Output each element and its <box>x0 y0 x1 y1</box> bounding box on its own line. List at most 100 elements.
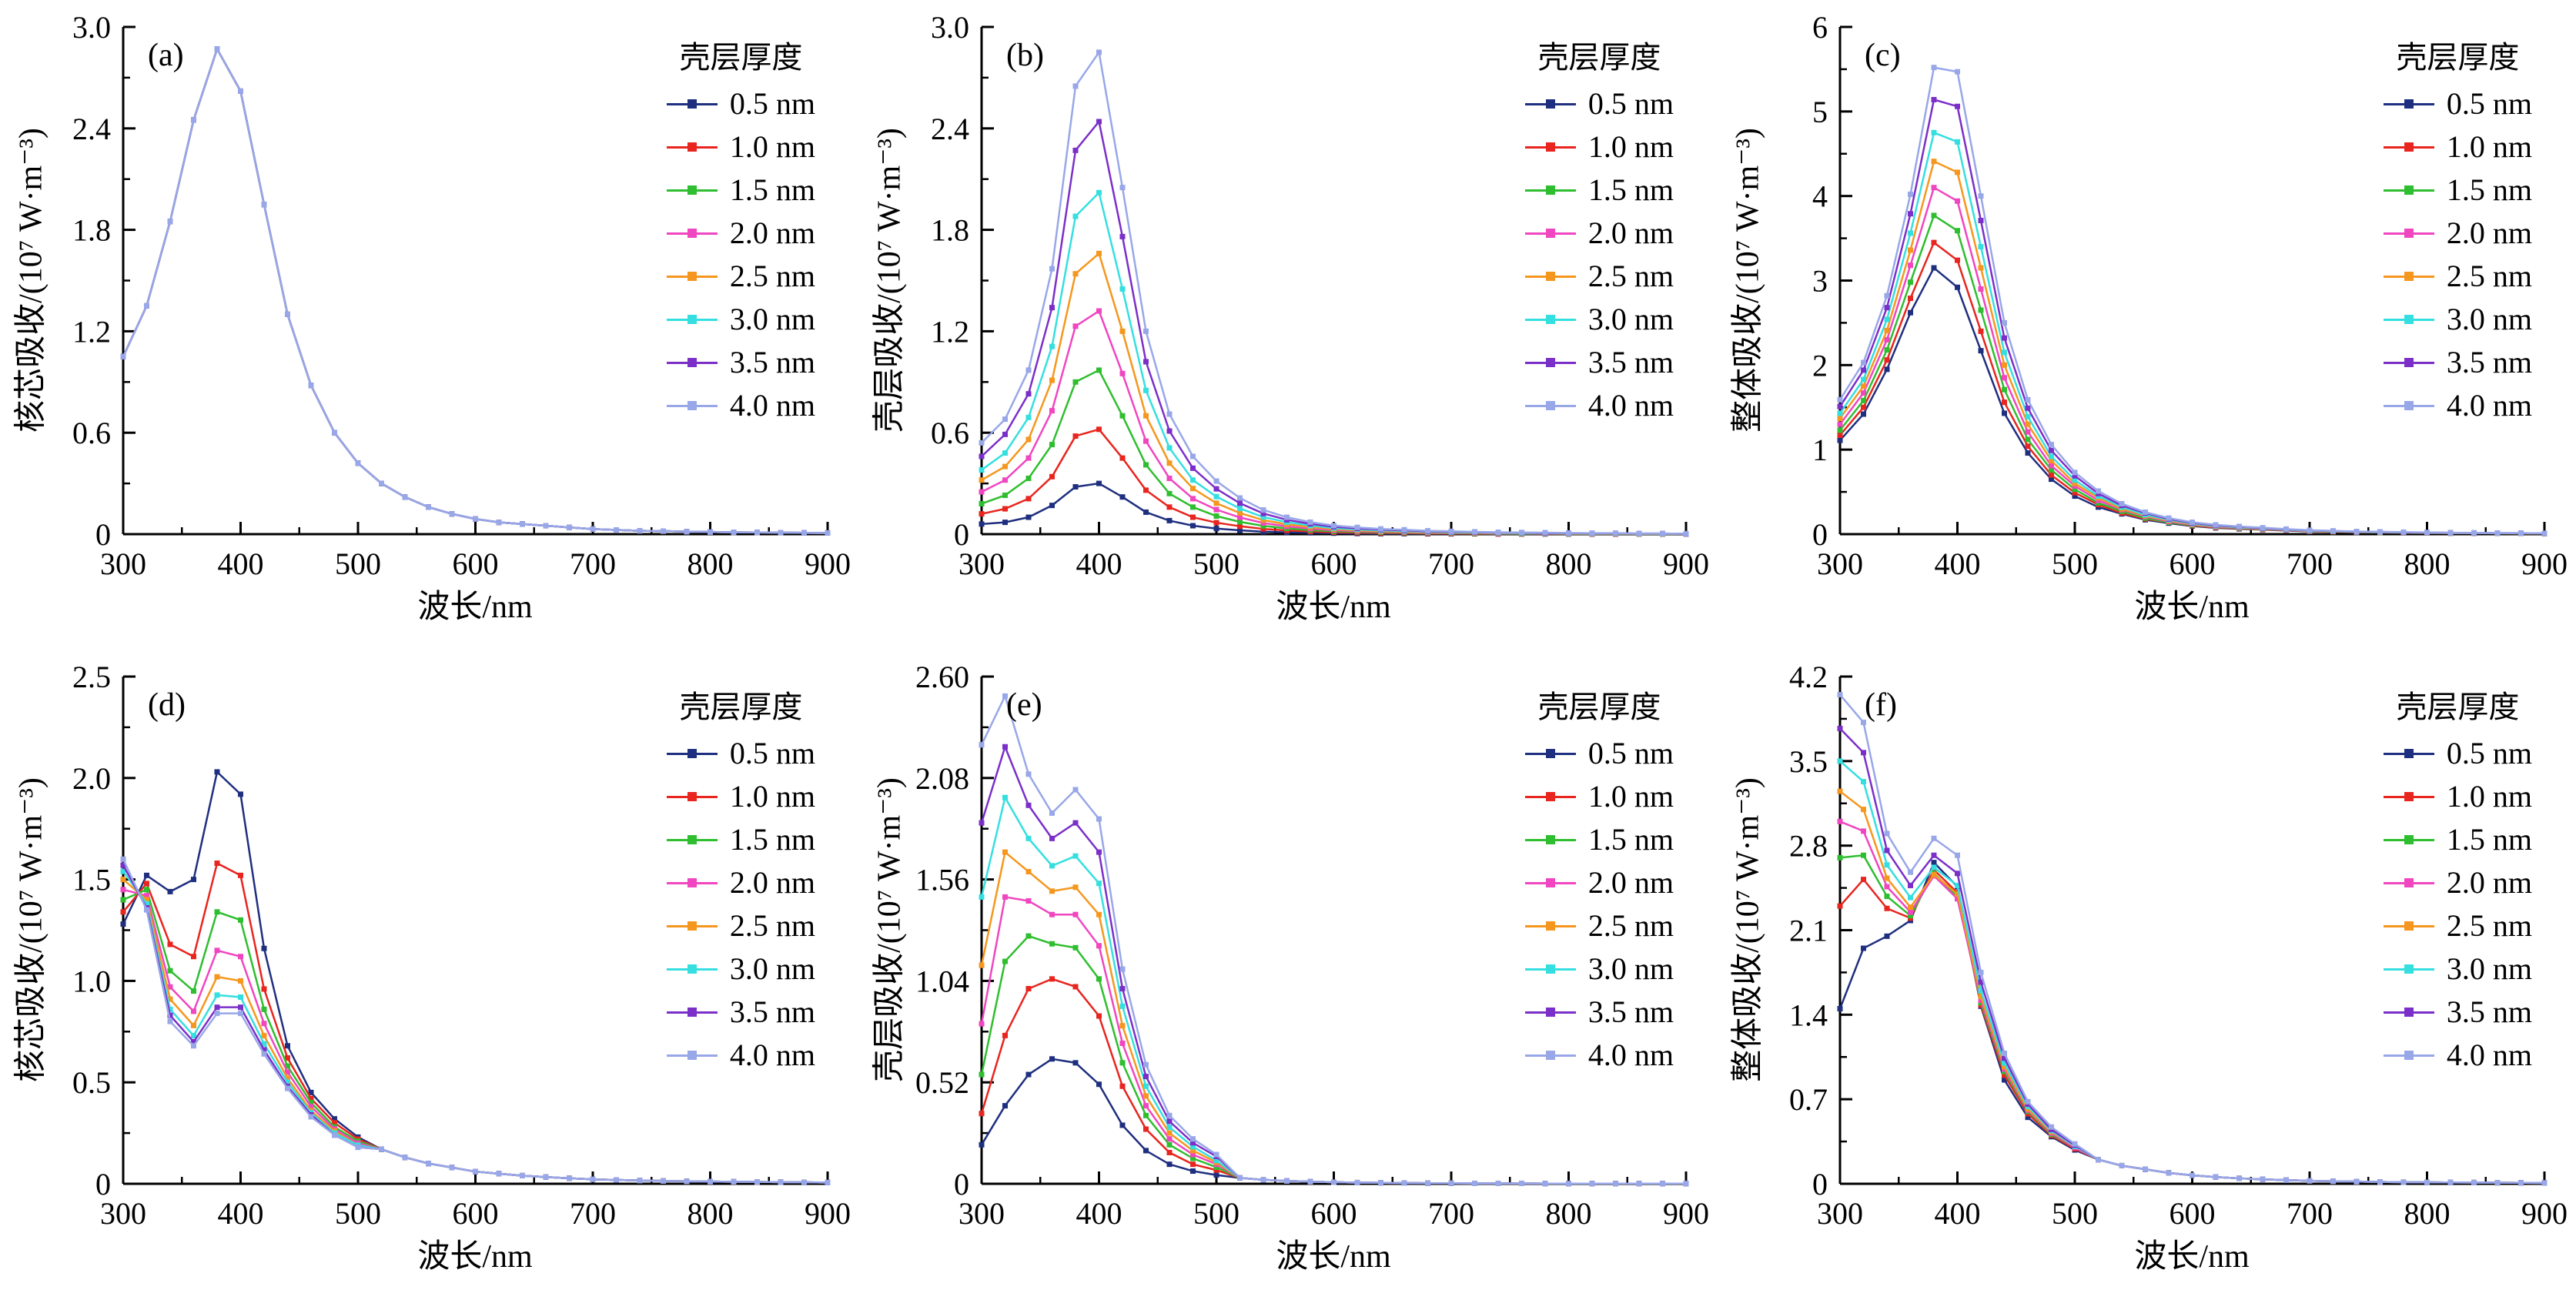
y-tick-label: 1 <box>1812 433 1828 467</box>
legend-entry: 1.5 nm <box>1524 172 1674 208</box>
legend-entry: 2.5 nm <box>1524 258 1674 294</box>
legend-entry: 2.0 nm <box>1524 864 1674 901</box>
x-tick-label: 500 <box>335 1196 381 1231</box>
plot-e: 300 400 500 600 700 800 900 0 0.52 1.04 1.56 2.08 2.… <box>915 660 1709 1231</box>
x-tick-label: 600 <box>1311 546 1357 581</box>
legend-line-marker-icon <box>2383 99 2434 109</box>
legend-label: 3.5 nm <box>729 345 815 379</box>
panel-tag-c: (c) <box>1865 38 1901 73</box>
legend-a: 壳层厚度 0.5 nm 1.0 nm 1.5 nm 2.0 nm 2.5 nm 3.0 nm… <box>666 32 815 423</box>
legend-line-marker-icon <box>2383 1007 2434 1018</box>
legend-e: 壳层厚度 0.5 nm 1.0 nm 1.5 nm 2.0 nm 2.5 nm 3.0 nm… <box>1524 682 1674 1073</box>
x-tick-label: 900 <box>2521 1196 2568 1231</box>
y-tick-label: 3.0 <box>72 10 111 45</box>
y-tick-label: 5 <box>1812 95 1828 129</box>
legend-label: 2.5 nm <box>1587 259 1674 293</box>
legend-label: 1.0 nm <box>1587 129 1674 164</box>
legend-entry: 2.5 nm <box>1524 907 1674 944</box>
legend-entry: 0.5 nm <box>2383 735 2532 771</box>
x-tick-label: 400 <box>218 1196 264 1231</box>
legend-label: 3.0 nm <box>729 302 815 336</box>
legend-line-marker-icon <box>1524 357 1576 368</box>
legend-line-marker-icon <box>666 1007 718 1018</box>
legend-line-marker-icon <box>2383 1050 2434 1061</box>
x-tick-label: 600 <box>2170 1196 2216 1231</box>
x-tick-label: 800 <box>687 546 734 581</box>
legend-line-marker-icon <box>2383 400 2434 411</box>
legend-entry: 2.0 nm <box>2383 215 2532 251</box>
y-tick-label: 0 <box>95 517 111 552</box>
x-tick-label: 600 <box>2170 546 2216 581</box>
legend-line-marker-icon <box>666 357 718 368</box>
legend-line-marker-icon <box>2383 314 2434 325</box>
plot-f: 300 400 500 600 700 800 900 0 0.7 1.4 2.1 2.8 3.5 4.2 <box>1789 660 2568 1231</box>
legend-entry: 3.5 nm <box>2383 994 2532 1030</box>
legend-c: 壳层厚度 0.5 nm 1.0 nm 1.5 nm 2.0 nm 2.5 nm 3.0 nm… <box>2383 32 2532 423</box>
y-tick-label: 0 <box>95 1167 111 1201</box>
x-tick-label: 800 <box>2404 1196 2451 1231</box>
y-tick-label: 3.5 <box>1789 744 1828 779</box>
legend-entry: 3.0 nm <box>1524 951 1674 987</box>
x-tick-label: 500 <box>1193 546 1239 581</box>
legend-line-marker-icon <box>1524 1007 1576 1018</box>
legend-line-marker-icon <box>1524 834 1576 845</box>
legend-entry: 4.0 nm <box>2383 387 2532 423</box>
y-tick-label: 2.08 <box>915 761 969 796</box>
x-tick-label: 300 <box>958 546 1005 581</box>
legend-b: 壳层厚度 0.5 nm 1.0 nm 1.5 nm 2.0 nm 2.5 nm 3.0 nm… <box>1524 32 1674 423</box>
y-tick-label: 2.1 <box>1789 914 1828 948</box>
legend-line-marker-icon <box>2383 834 2434 845</box>
x-tick-label: 700 <box>570 1196 616 1231</box>
legend-entry: 1.0 nm <box>2383 129 2532 165</box>
y-tick-label: 4 <box>1812 179 1828 214</box>
panel-f: 300 400 500 600 700 800 900 0 0.7 1.4 2.1 2.8 3.5 4.2… <box>1717 650 2575 1300</box>
legend-label: 3.5 nm <box>1587 345 1674 379</box>
x-tick-label: 400 <box>1076 546 1122 581</box>
legend-label: 3.5 nm <box>1587 994 1674 1029</box>
legend-label: 1.5 nm <box>729 822 815 857</box>
x-tick-label: 400 <box>1935 1196 1981 1231</box>
legend-entry: 3.0 nm <box>2383 951 2532 987</box>
legend-line-marker-icon <box>1524 791 1576 802</box>
legend-entry: 2.5 nm <box>2383 258 2532 294</box>
legend-line-marker-icon <box>666 185 718 196</box>
legend-title: 壳层厚度 <box>679 40 803 75</box>
y-tick-label: 1.2 <box>72 314 111 349</box>
legend-label: 2.0 nm <box>729 216 815 250</box>
legend-label: 2.0 nm <box>729 865 815 900</box>
legend-label: 0.5 nm <box>1587 86 1674 121</box>
legend-entry: 1.0 nm <box>2383 778 2532 814</box>
y-axis-label-c: 整体吸收/(10⁷ W·m⁻³) <box>1730 128 1766 433</box>
legend-label: 1.5 nm <box>1587 172 1674 207</box>
legend-label: 3.5 nm <box>2446 994 2532 1029</box>
x-tick-label: 500 <box>2052 546 2098 581</box>
panel-tag-d: (d) <box>148 687 186 723</box>
legend-f: 壳层厚度 0.5 nm 1.0 nm 1.5 nm 2.0 nm 2.5 nm 3.0 nm… <box>2383 682 2532 1073</box>
y-tick-label: 3 <box>1812 264 1828 299</box>
legend-label: 2.0 nm <box>2446 865 2532 900</box>
legend-label: 0.5 nm <box>2446 736 2532 770</box>
x-tick-label: 400 <box>1076 1196 1122 1231</box>
legend-line-marker-icon <box>2383 964 2434 974</box>
legend-entry: 4.0 nm <box>666 1037 815 1073</box>
legend-entry: 2.5 nm <box>2383 907 2532 944</box>
x-tick-label: 900 <box>1663 546 1709 581</box>
panel-tag-f: (f) <box>1865 687 1897 723</box>
legend-entry: 0.5 nm <box>1524 735 1674 771</box>
legend-line-marker-icon <box>1524 185 1576 196</box>
legend-line-marker-icon <box>1524 1050 1576 1061</box>
legend-title: 壳层厚度 <box>2396 690 2520 724</box>
legend-label: 4.0 nm <box>729 388 815 423</box>
legend-label: 2.5 nm <box>2446 908 2532 943</box>
legend-d: 壳层厚度 0.5 nm 1.0 nm 1.5 nm 2.0 nm 2.5 nm 3.0 nm… <box>666 682 815 1073</box>
legend-label: 1.0 nm <box>1587 779 1674 814</box>
y-tick-label: 0 <box>1812 1167 1828 1201</box>
x-tick-label: 300 <box>1817 546 1863 581</box>
x-tick-label: 900 <box>2521 546 2568 581</box>
legend-entry: 3.0 nm <box>666 301 815 337</box>
x-tick-label: 500 <box>1193 1196 1239 1231</box>
legend-line-marker-icon <box>666 748 718 759</box>
y-axis-label-e: 壳层吸收/(10⁷ W·m⁻³) <box>871 777 908 1082</box>
legend-line-marker-icon <box>666 1050 718 1061</box>
